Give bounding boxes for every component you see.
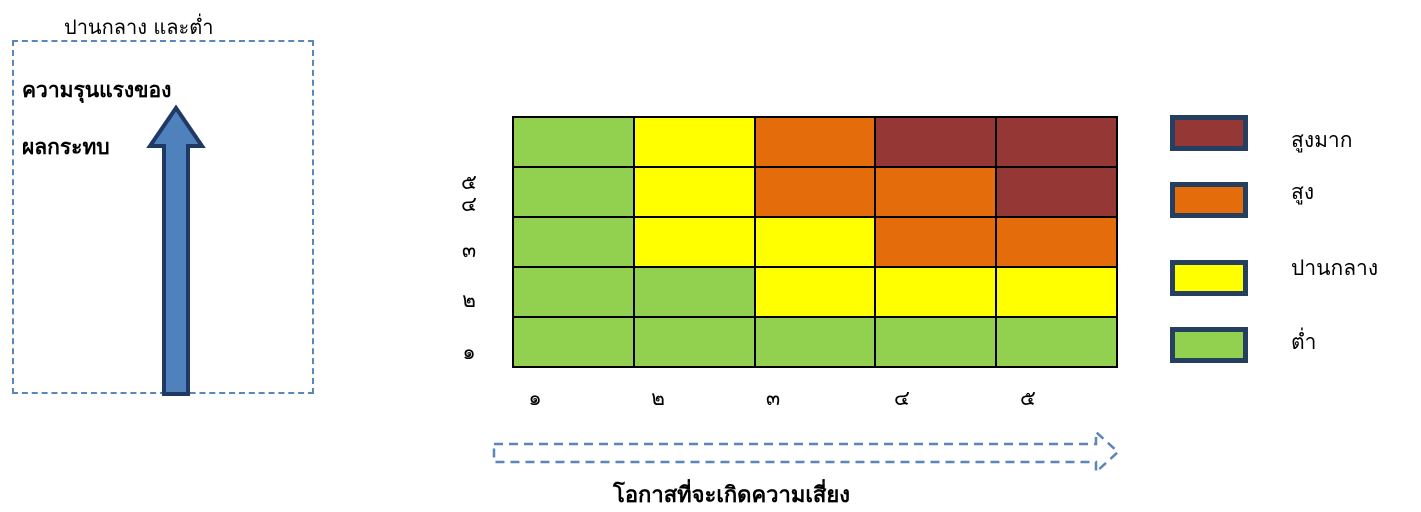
heatmap-cell-2-3 — [754, 267, 876, 317]
heatmap-cell-5-3 — [754, 117, 876, 167]
heatmap-cell-4-5 — [996, 167, 1117, 217]
legend-label-high: สูง — [1291, 180, 1315, 204]
heatmap-cell-5-4 — [875, 117, 997, 167]
y-tick-1: ๑ — [462, 340, 476, 364]
x-tick-5: ๕ — [1020, 386, 1036, 410]
up-arrow-icon — [146, 104, 206, 396]
legend-swatch-high — [1170, 182, 1248, 218]
heatmap-cell-5-2 — [633, 117, 755, 167]
heatmap-cell-1-5 — [996, 317, 1117, 367]
x-axis-label: โอกาสที่จะเกิดความเสี่ยง — [613, 483, 850, 508]
y-tick-2: ๒ — [462, 288, 476, 312]
legend-label-medium: ปานกลาง — [1291, 256, 1379, 280]
legend-swatch-very-high — [1170, 115, 1248, 151]
heatmap-cell-3-1 — [513, 217, 634, 267]
heatmap-cell-1-4 — [875, 317, 997, 367]
heatmap-cell-4-3 — [754, 167, 876, 217]
heatmap-cell-1-2 — [633, 317, 755, 367]
heatmap-cell-4-4 — [875, 167, 997, 217]
heatmap-cell-4-1 — [513, 167, 634, 217]
heatmap-cell-3-5 — [996, 217, 1117, 267]
x-tick-2: ๒ — [651, 386, 665, 410]
risk-heatmap — [512, 116, 1118, 368]
heatmap-cell-2-2 — [633, 267, 755, 317]
legend-label-very-high: สูงมาก — [1291, 128, 1353, 152]
heatmap-cell-4-2 — [633, 167, 755, 217]
heatmap-cell-1-3 — [754, 317, 876, 367]
y-axis-label-line-2: ผลกระทบ — [22, 135, 110, 159]
x-tick-3: ๓ — [765, 386, 781, 410]
y-tick-3: ๓ — [461, 238, 477, 262]
heatmap-cell-2-5 — [996, 267, 1117, 317]
y-axis-label-line-1: ความรุนแรงของ — [22, 78, 172, 102]
x-tick-4: ๔ — [894, 386, 910, 410]
heatmap-cell-2-4 — [875, 267, 997, 317]
legend-label-low: ต่ำ — [1291, 330, 1317, 354]
heatmap-cell-5-1 — [513, 117, 634, 167]
heatmap-cell-2-1 — [513, 267, 634, 317]
y-tick-4: ๔ — [461, 192, 477, 216]
right-arrow-icon — [492, 429, 1120, 475]
heatmap-cell-3-2 — [633, 217, 755, 267]
legend-swatch-low — [1170, 327, 1248, 363]
heatmap-cell-3-4 — [875, 217, 997, 267]
legend-swatch-medium — [1170, 260, 1248, 296]
heatmap-cell-5-5 — [996, 117, 1117, 167]
y-tick-5: ๕ — [461, 170, 477, 194]
top-caption: ปานกลาง และต่ำ — [62, 14, 216, 40]
heatmap-cell-3-3 — [754, 217, 876, 267]
x-tick-1: ๑ — [528, 386, 542, 410]
heatmap-cell-1-1 — [513, 317, 634, 367]
